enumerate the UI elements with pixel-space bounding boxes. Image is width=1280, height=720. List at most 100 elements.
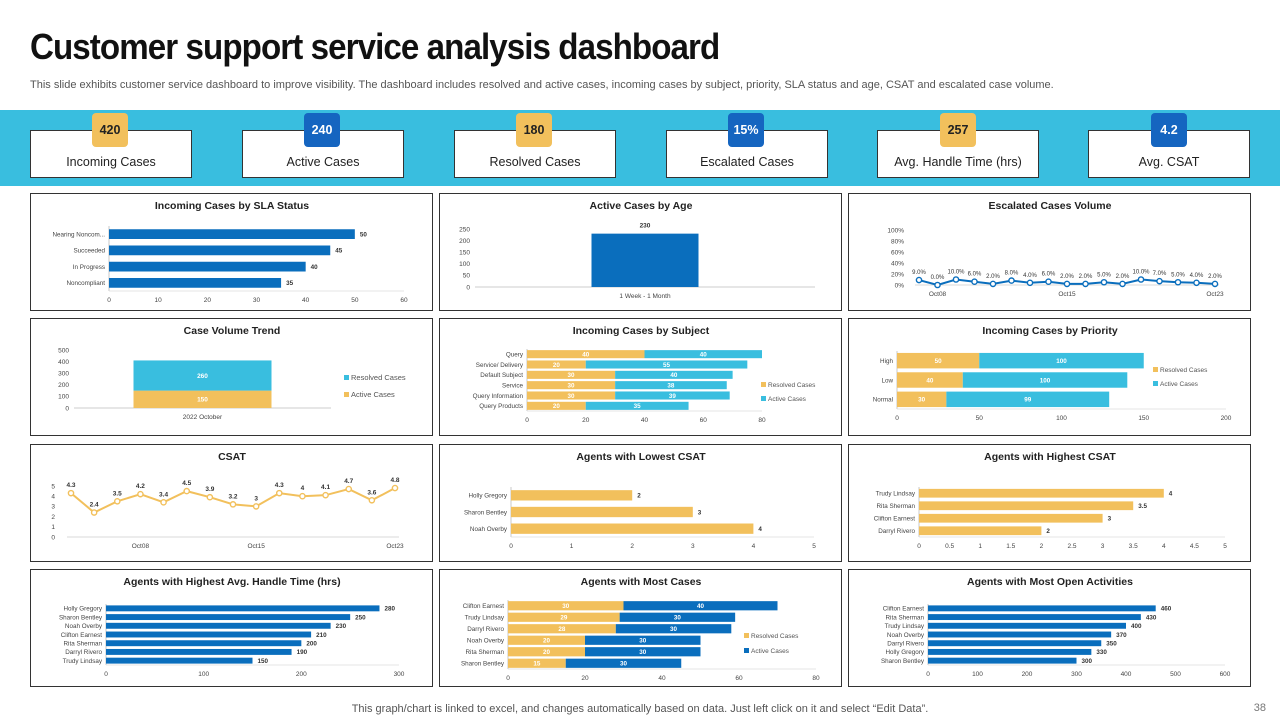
bar-segment bbox=[615, 381, 727, 390]
category-label: Darryl Rivero bbox=[887, 641, 924, 648]
legend-swatch bbox=[1153, 367, 1158, 372]
bar bbox=[919, 501, 1134, 511]
bar bbox=[919, 526, 1042, 536]
legend-swatch bbox=[344, 375, 349, 380]
x-tick-label: 200 bbox=[1221, 415, 1232, 422]
bar-segment bbox=[527, 350, 645, 359]
y-tick-label: 3 bbox=[51, 504, 55, 511]
category-label: Query Information bbox=[473, 393, 524, 400]
bar bbox=[106, 614, 351, 621]
category-label: Sharon Bentley bbox=[881, 658, 925, 665]
chart-panel-open-activities[interactable]: Agents with Most Open Activities 0 100 200 3… bbox=[848, 569, 1251, 687]
x-tick-label: 150 bbox=[1138, 415, 1149, 422]
category-label: Clifton Earnest bbox=[883, 606, 925, 613]
chart-panel-handle-time[interactable]: Agents with Highest Avg. Handle Time (hr… bbox=[30, 569, 433, 687]
chart-panel-sla-status[interactable]: Incoming Cases by SLA Status 0 10 20 30 40 50 6… bbox=[30, 193, 433, 311]
data-label: 30 bbox=[568, 393, 576, 400]
kpi-card-avg-csat[interactable]: Avg. CSAT bbox=[1088, 130, 1250, 178]
bar bbox=[511, 523, 754, 534]
data-point bbox=[275, 489, 283, 497]
chart-panel-cases-by-subject[interactable]: Incoming Cases by Subject 0 20 40 60 80 Query 4… bbox=[439, 318, 842, 436]
data-label: 50 bbox=[935, 358, 943, 365]
x-tick-label: 50 bbox=[976, 415, 984, 422]
kpi-label: Escalated Cases bbox=[700, 155, 794, 169]
data-label: 6.0% bbox=[968, 272, 982, 278]
data-label: 230 bbox=[640, 223, 651, 230]
chart-panel-cases-by-age[interactable]: Active Cases by Age 0 50 100 150 200 250 1 Week… bbox=[439, 193, 842, 311]
data-label: 45 bbox=[335, 248, 343, 255]
data-point bbox=[915, 276, 923, 284]
bar bbox=[928, 648, 1092, 655]
category-label: Trudy Lindsay bbox=[63, 658, 103, 665]
data-label: 40 bbox=[670, 372, 678, 379]
x-tick-label: 30 bbox=[253, 297, 261, 304]
y-tick-label: 250 bbox=[459, 226, 470, 233]
x-tick-label: 3 bbox=[1101, 543, 1105, 550]
chart-panel-cases-by-priority[interactable]: Incoming Cases by Priority 0 50 100 150 200 Hi… bbox=[848, 318, 1251, 436]
data-label: 5.0% bbox=[1097, 272, 1111, 278]
chart-title: Case Volume Trend bbox=[184, 325, 281, 337]
chart-panel-csat[interactable]: CSAT 0 1 2 3 4 5 4.3 2.4 3.5 4.2 3.4 4.5 3.9 3.2 3 4.3 4 4… bbox=[30, 444, 433, 562]
bar-segment bbox=[644, 350, 762, 359]
bar-segment bbox=[897, 372, 963, 388]
x-tick-label: 3 bbox=[691, 543, 695, 550]
handle-time-chart: Agents with Highest Avg. Handle Time (hr… bbox=[59, 576, 405, 678]
data-label: 4.1 bbox=[321, 484, 330, 491]
x-tick-label: 1.5 bbox=[1006, 543, 1015, 550]
data-label: 2.0% bbox=[986, 274, 1000, 280]
y-tick-label: 5 bbox=[51, 483, 55, 490]
data-label: 4.8 bbox=[390, 477, 399, 484]
data-label: 35 bbox=[634, 403, 642, 410]
chart-panel-highest-csat[interactable]: Agents with Highest CSAT 0 0.5 1 1.5 2 2.5 3 3.5… bbox=[848, 444, 1251, 562]
bar-segment bbox=[508, 647, 585, 657]
category-label: Clifton Earnest bbox=[61, 632, 103, 639]
category-label: Default Subject bbox=[480, 372, 523, 379]
x-tick-label: Oct08 bbox=[929, 291, 947, 298]
data-label: 5.0% bbox=[1171, 272, 1185, 278]
bar bbox=[106, 605, 380, 612]
chart-panel-case-volume-trend[interactable]: Case Volume Trend 0 100 200 300 400 500 2022 Oc… bbox=[30, 318, 433, 436]
bar bbox=[591, 233, 699, 287]
legend-swatch bbox=[1153, 381, 1158, 386]
data-label: 8.0% bbox=[1005, 271, 1019, 277]
bar-segment bbox=[527, 391, 616, 400]
data-label: 3.5 bbox=[113, 490, 122, 497]
chart-panel-lowest-csat[interactable]: Agents with Lowest CSAT 0 1 2 3 4 5 Holly Grego… bbox=[439, 444, 842, 562]
data-point bbox=[368, 496, 376, 504]
x-tick-label: 2 bbox=[1040, 543, 1044, 550]
data-point bbox=[1174, 278, 1182, 286]
chart-title: Active Cases by Age bbox=[590, 200, 693, 212]
x-tick-label: 0 bbox=[525, 417, 529, 424]
data-label: 30 bbox=[568, 372, 576, 379]
chart-panel-escalated-volume[interactable]: Escalated Cases Volume 0% 20% 40% 60% 80% 100%… bbox=[848, 193, 1251, 311]
kpi-label: Resolved Cases bbox=[489, 155, 581, 169]
x-tick-label: 200 bbox=[296, 671, 307, 678]
chart-title: Incoming Cases by Priority bbox=[982, 325, 1118, 337]
y-tick-label: 0 bbox=[65, 405, 69, 412]
data-label: 40 bbox=[311, 264, 319, 271]
x-tick-label: 20 bbox=[582, 417, 590, 424]
category-label: Service bbox=[502, 382, 523, 389]
data-label: 370 bbox=[1116, 632, 1127, 639]
bar-segment bbox=[979, 352, 1144, 369]
category-label: 2022 October bbox=[183, 414, 223, 421]
kpi-card-escalated-cases[interactable]: Escalated Cases bbox=[666, 130, 828, 178]
chart-panel-most-cases[interactable]: Agents with Most Cases 0 20 40 60 80 Clifton E… bbox=[439, 569, 842, 687]
data-label: 40 bbox=[697, 603, 705, 610]
x-tick-label: 3.5 bbox=[1129, 543, 1138, 550]
data-label: 10.0% bbox=[1132, 270, 1150, 276]
y-tick-label: 500 bbox=[58, 347, 69, 354]
kpi-value-badge: 240 bbox=[304, 113, 340, 147]
x-tick-label: 80 bbox=[758, 417, 766, 424]
y-tick-label: 50 bbox=[463, 273, 471, 280]
bar-segment bbox=[527, 360, 586, 369]
data-label: 3.9 bbox=[205, 486, 214, 493]
data-label: 30 bbox=[639, 649, 647, 656]
data-point bbox=[183, 487, 191, 495]
data-label: 3 bbox=[254, 495, 258, 502]
bar-segment bbox=[897, 352, 980, 369]
y-tick-label: 100% bbox=[887, 227, 904, 234]
x-tick-label: 4 bbox=[752, 543, 756, 550]
cases-by-priority-chart: Incoming Cases by Priority 0 50 100 150 200 Hi… bbox=[873, 325, 1232, 422]
csat-chart: CSAT 0 1 2 3 4 5 4.3 2.4 3.5 4.2 3.4 4.5 3.9 3.2 3 4.3 4 4… bbox=[51, 451, 404, 550]
